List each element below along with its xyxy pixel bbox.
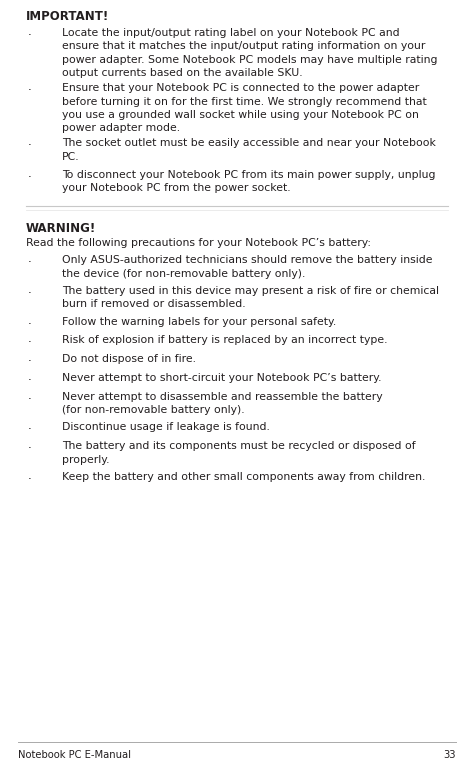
Text: Never attempt to short-circuit your Notebook PC’s battery.: Never attempt to short-circuit your Note…: [62, 373, 382, 383]
Text: ·: ·: [28, 318, 32, 331]
Text: The battery used in this device may present a risk of fire or chemical
burn if r: The battery used in this device may pres…: [62, 286, 439, 309]
Text: ·: ·: [28, 84, 32, 97]
Text: The socket outlet must be easily accessible and near your Notebook
PC.: The socket outlet must be easily accessi…: [62, 138, 436, 162]
Text: ·: ·: [28, 29, 32, 42]
Text: Follow the warning labels for your personal safety.: Follow the warning labels for your perso…: [62, 316, 336, 326]
Text: ·: ·: [28, 287, 32, 300]
Text: To disconnect your Notebook PC from its main power supply, unplug
your Notebook : To disconnect your Notebook PC from its …: [62, 170, 436, 193]
Text: Read the following precautions for your Notebook PC’s battery:: Read the following precautions for your …: [26, 238, 371, 248]
Text: Only ASUS-authorized technicians should remove the battery inside
the device (fo: Only ASUS-authorized technicians should …: [62, 255, 432, 279]
Text: ·: ·: [28, 355, 32, 368]
Text: ·: ·: [28, 393, 32, 406]
Text: Do not dispose of in fire.: Do not dispose of in fire.: [62, 354, 196, 364]
Text: ·: ·: [28, 257, 32, 270]
Text: ·: ·: [28, 374, 32, 387]
Text: ·: ·: [28, 336, 32, 349]
Text: WARNING!: WARNING!: [26, 222, 96, 235]
Text: The battery and its components must be recycled or disposed of
properly.: The battery and its components must be r…: [62, 441, 415, 465]
Text: Discontinue usage if leakage is found.: Discontinue usage if leakage is found.: [62, 422, 270, 432]
Text: ·: ·: [28, 473, 32, 486]
Text: ·: ·: [28, 139, 32, 152]
Text: ·: ·: [28, 423, 32, 436]
Text: Notebook PC E-Manual: Notebook PC E-Manual: [18, 750, 131, 760]
Text: ·: ·: [28, 442, 32, 455]
Text: Keep the battery and other small components away from children.: Keep the battery and other small compone…: [62, 472, 425, 482]
Text: ·: ·: [28, 171, 32, 184]
Text: Never attempt to disassemble and reassemble the battery
(for non-removable batte: Never attempt to disassemble and reassem…: [62, 392, 383, 415]
Text: Ensure that your Notebook PC is connected to the power adapter
before turning it: Ensure that your Notebook PC is connecte…: [62, 83, 427, 133]
Text: Risk of explosion if battery is replaced by an incorrect type.: Risk of explosion if battery is replaced…: [62, 335, 387, 345]
Text: 33: 33: [444, 750, 456, 760]
Text: Locate the input/output rating label on your Notebook PC and
ensure that it matc: Locate the input/output rating label on …: [62, 28, 438, 78]
Text: IMPORTANT!: IMPORTANT!: [26, 10, 109, 23]
